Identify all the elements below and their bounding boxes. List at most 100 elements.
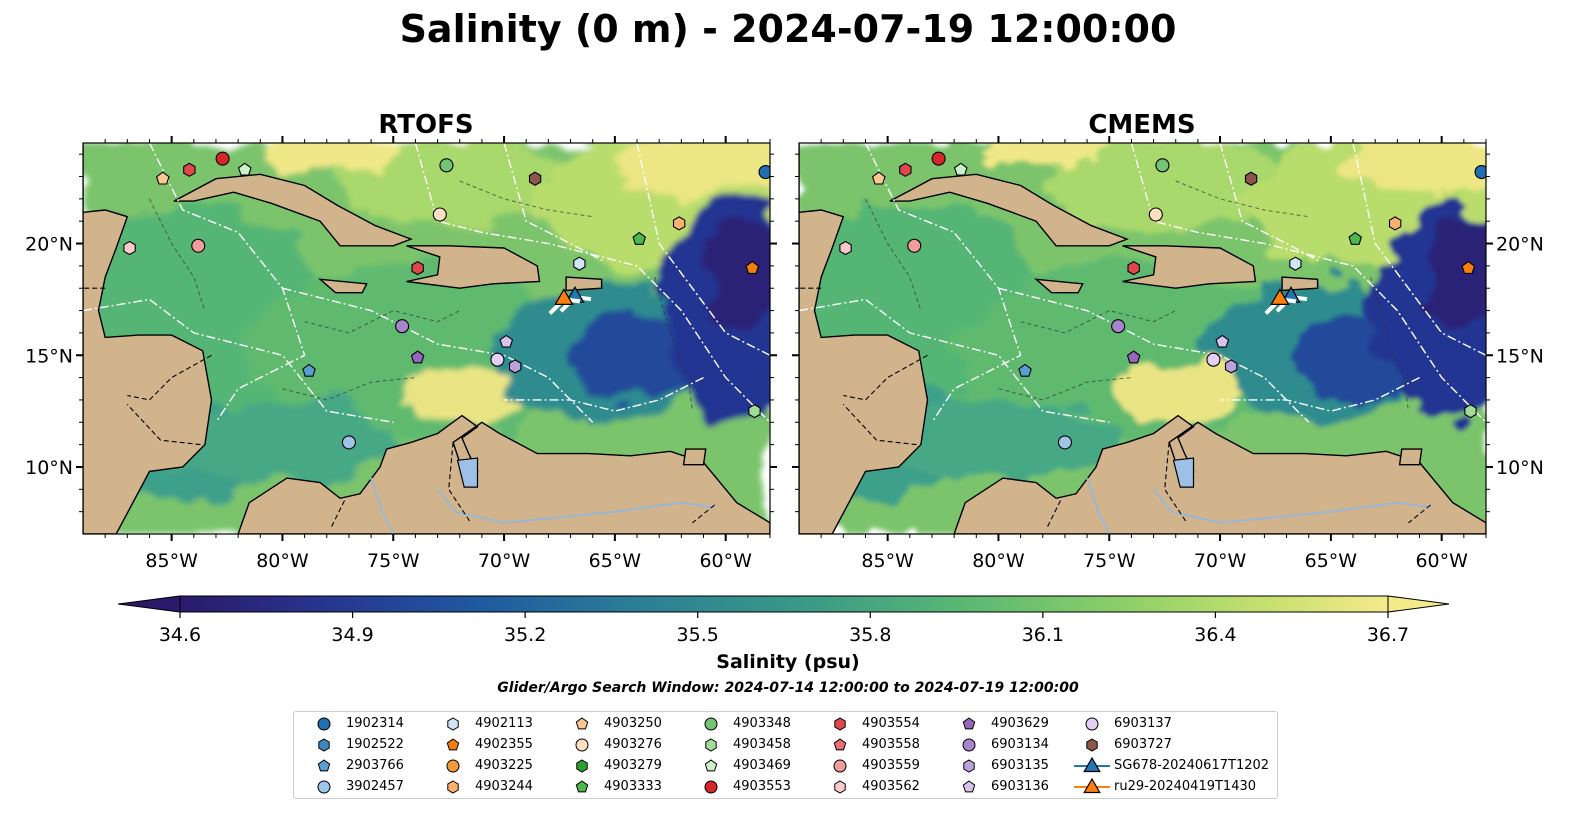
land-cmems bbox=[799, 143, 1486, 534]
legend-label: 4903250 bbox=[604, 716, 662, 731]
legend-marker bbox=[704, 780, 718, 794]
country-border bbox=[1408, 504, 1431, 524]
country-border bbox=[126, 404, 201, 446]
argo-float-marker-6903135 bbox=[508, 359, 522, 374]
depth-contour bbox=[998, 377, 1132, 401]
lon-tick-label: 65°W bbox=[1305, 550, 1358, 572]
colorbar-tick-label: 34.6 bbox=[159, 624, 201, 646]
argo-float-marker-4903629 bbox=[410, 350, 425, 364]
argo-float-marker-4903554 bbox=[183, 162, 196, 177]
legend-marker bbox=[1074, 756, 1110, 773]
depth-contour bbox=[304, 310, 460, 334]
argo-float-marker-4903250 bbox=[155, 171, 170, 185]
eez-boundary bbox=[799, 298, 1110, 423]
legend-marker bbox=[317, 780, 331, 794]
legend-label: 4903558 bbox=[862, 737, 920, 752]
argo-float-marker-6903137 bbox=[490, 352, 505, 367]
lat-tick-label: 10°N bbox=[1496, 457, 1544, 479]
legend-marker bbox=[575, 738, 589, 752]
lon-tick-label: 70°W bbox=[478, 550, 531, 572]
argo-float-marker-4903250 bbox=[871, 171, 886, 185]
legend-label: 4902113 bbox=[475, 716, 533, 731]
argo-float-marker-4902113 bbox=[1289, 256, 1302, 271]
legend-label: 4903333 bbox=[604, 779, 662, 794]
legend-marker bbox=[446, 759, 460, 773]
river bbox=[1086, 477, 1111, 534]
legend-label: 4903276 bbox=[604, 737, 662, 752]
land-mass bbox=[1281, 276, 1319, 292]
legend-marker bbox=[1085, 717, 1099, 731]
colorbar-tick-label: 35.5 bbox=[677, 624, 719, 646]
depth-contour bbox=[149, 198, 206, 311]
legend-marker bbox=[1086, 738, 1098, 752]
legend-marker bbox=[575, 780, 589, 793]
argo-float-marker-1902314 bbox=[758, 164, 770, 180]
legend-marker bbox=[446, 738, 460, 751]
legend-marker bbox=[833, 759, 847, 773]
argo-float-marker-4903553 bbox=[215, 151, 230, 166]
depth-contour bbox=[1370, 276, 1409, 412]
argo-float-marker-4903348 bbox=[439, 158, 454, 173]
country-border bbox=[1164, 442, 1188, 524]
lake bbox=[1172, 457, 1195, 488]
search-window-note: Glider/Argo Search Window: 2024-07-14 12… bbox=[497, 680, 1079, 696]
map-frame-cmems bbox=[798, 142, 1487, 535]
axis-ticks-cmems: 85°W 80°W 75°W 70°W 65°W 60°W 10°N 15°N 20°N bbox=[792, 136, 1544, 572]
argo-float-marker-4903469 bbox=[237, 162, 252, 176]
legend-label: 1902314 bbox=[346, 716, 404, 731]
eez-boundary bbox=[282, 287, 594, 423]
colorbar: 34.6 34.9 35.2 35.5 35.8 36.1 36.4 36.7 bbox=[117, 595, 1450, 646]
lon-tick-label: 75°W bbox=[367, 550, 420, 572]
argo-float-marker-4903562 bbox=[123, 240, 136, 256]
country-border bbox=[330, 500, 345, 528]
river bbox=[436, 488, 715, 524]
legend-marker bbox=[834, 780, 846, 794]
legend-label: 4903244 bbox=[475, 779, 533, 794]
axis-ticks-rtofs: 85°W 80°W 75°W 70°W 65°W 60°W 10°N 15°N 20°N bbox=[25, 136, 777, 572]
lat-tick-label: 20°N bbox=[25, 234, 73, 256]
eez-boundary bbox=[83, 298, 394, 423]
legend-label: 1902522 bbox=[346, 737, 404, 752]
argo-float-marker-4902355 bbox=[745, 260, 760, 274]
argo-float-marker-4903559 bbox=[191, 238, 206, 253]
land-rtofs bbox=[83, 143, 770, 534]
legend-marker bbox=[317, 717, 331, 731]
legend-marker bbox=[704, 759, 718, 772]
legend-label: 4903458 bbox=[733, 737, 791, 752]
colorbar-label: Salinity (psu) bbox=[716, 651, 859, 673]
argo-float-marker-4903562 bbox=[839, 240, 852, 256]
colorbar-tick-label: 34.9 bbox=[331, 624, 373, 646]
legend-label: 6903137 bbox=[1114, 716, 1172, 731]
float-markers-cmems bbox=[839, 151, 1486, 450]
map-panel-rtofs bbox=[83, 143, 770, 534]
argo-float-marker-4903469 bbox=[953, 162, 968, 176]
legend-marker bbox=[962, 780, 976, 793]
lat-tick-label: 15°N bbox=[1496, 345, 1544, 367]
argo-float-marker-4903244 bbox=[1388, 216, 1402, 231]
argo-float-marker-4903458 bbox=[748, 403, 761, 419]
legend-label: 4903554 bbox=[862, 716, 920, 731]
country-border bbox=[448, 442, 472, 524]
legend-label: 4903559 bbox=[862, 758, 920, 773]
lat-tick-label: 20°N bbox=[1496, 234, 1544, 256]
legend-marker bbox=[705, 738, 717, 752]
eez-boundary bbox=[1219, 143, 1321, 263]
legend-label: 4903553 bbox=[733, 779, 791, 794]
map-frame-rtofs bbox=[82, 142, 771, 535]
eez-boundary bbox=[998, 287, 1310, 423]
country-border bbox=[842, 404, 917, 446]
lon-tick-label: 85°W bbox=[861, 550, 914, 572]
argo-float-marker-6903727 bbox=[528, 171, 542, 186]
depth-contour bbox=[459, 180, 593, 218]
argo-float-marker-4903244 bbox=[672, 216, 686, 231]
legend-label: 4903348 bbox=[733, 716, 791, 731]
argo-float-marker-6903136 bbox=[499, 334, 514, 348]
river bbox=[370, 477, 395, 534]
argo-float-marker-6903727 bbox=[1244, 171, 1258, 186]
colorbar-tick-label: 35.2 bbox=[504, 624, 546, 646]
legend-label: 4903225 bbox=[475, 758, 533, 773]
depth-contour bbox=[1175, 180, 1309, 218]
land-mass bbox=[317, 278, 368, 294]
argo-float-marker-4903554 bbox=[1127, 260, 1140, 276]
